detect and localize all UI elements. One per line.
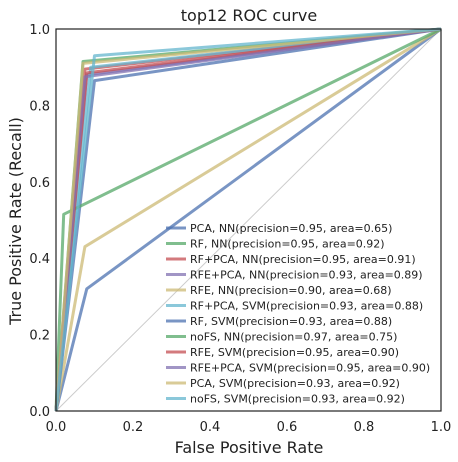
x-tick-label: 0.6 (277, 420, 298, 435)
y-tick-label: 0.6 (29, 176, 50, 191)
roc-series-line-1 (54, 27, 442, 412)
legend-label-12: noFS, SVM(precision=0.93, area=0.92) (190, 393, 405, 406)
legend-label-4: RFE+PCA, NN(precision=0.93, area=0.89) (190, 269, 423, 282)
x-axis-label: False Positive Rate (175, 438, 324, 457)
chance-diagonal-line (55, 28, 442, 412)
y-axis-label: True Positive Rate (Recall) (6, 117, 25, 326)
legend-label-5: RFE, NN(precision=0.90, area=0.68) (190, 284, 392, 297)
chart-title: top12 ROC curve (181, 6, 317, 25)
x-tick-label: 0.0 (46, 420, 67, 435)
y-tick-label: 0.8 (29, 99, 50, 114)
legend-label-7: RF, SVM(precision=0.93, area=0.88) (190, 315, 392, 328)
y-tick-label: 0.2 (29, 329, 50, 344)
roc-series-line-11 (54, 27, 442, 412)
x-tick-label: 1.0 (431, 420, 452, 435)
legend-label-6: RF+PCA, SVM(precision=0.93, area=0.88) (190, 300, 423, 313)
roc-series-line-8 (54, 27, 442, 412)
x-tick-label: 0.4 (200, 420, 221, 435)
x-tick-label: 0.2 (123, 420, 144, 435)
y-tick-label: 0.4 (29, 252, 50, 267)
roc-series-line-5 (54, 27, 442, 412)
legend-label-2: RF, NN(precision=0.95, area=0.92) (190, 238, 385, 251)
y-tick-label: 1.0 (29, 23, 50, 38)
y-tick-label: 0.0 (29, 405, 50, 420)
legend-label-9: RFE, SVM(precision=0.95, area=0.90) (190, 346, 399, 359)
legend-label-11: PCA, SVM(precision=0.93, area=0.92) (190, 377, 400, 390)
x-tick-label: 0.8 (354, 420, 375, 435)
legend-label-8: noFS, NN(precision=0.97, area=0.75) (190, 331, 397, 344)
legend-label-1: PCA, NN(precision=0.95, area=0.65) (190, 222, 392, 235)
legend-label-10: RFE+PCA, SVM(precision=0.95, area=0.90) (190, 362, 430, 375)
roc-series-line-12 (54, 27, 442, 412)
legend-label-3: RF+PCA, NN(precision=0.95, area=0.91) (190, 253, 416, 266)
plot-frame (55, 28, 442, 412)
